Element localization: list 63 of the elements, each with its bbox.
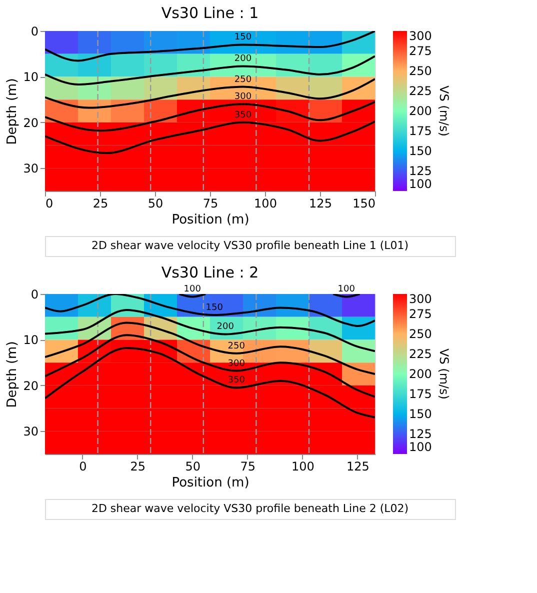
series-label: 150 — [206, 303, 224, 314]
y-tick-label: 20 — [23, 378, 38, 393]
line-series — [45, 55, 375, 86]
y-tick-label: 20 — [23, 116, 38, 130]
color-bar-label: 200 — [409, 104, 432, 118]
color-bar-label: 225 — [409, 84, 432, 98]
color-bar-label: 200 — [409, 367, 432, 381]
text: 2D shear wave velocity VS30 profile beneath Line 1 (L01) — [91, 239, 409, 252]
x-tick-label: 50 — [185, 460, 201, 474]
y-tick-label: 10 — [23, 70, 38, 84]
series-label: 200 — [234, 54, 252, 64]
color-bar-label: 275 — [409, 307, 432, 321]
color-bar-label: 175 — [409, 124, 432, 138]
color-bar-label: 100 — [409, 177, 432, 191]
color-bar-label: 275 — [409, 44, 432, 58]
line-series — [45, 100, 375, 132]
y-tick-label: 0 — [30, 288, 38, 302]
series-label: 350 — [234, 110, 252, 120]
y-axis-title: Depth (m) — [5, 78, 20, 145]
y-tick-label: 30 — [23, 424, 38, 439]
line-series — [45, 31, 375, 62]
color-bar-label: 300 — [409, 29, 432, 43]
color-bar-label: 125 — [409, 164, 432, 178]
series-label: 250 — [228, 341, 246, 352]
y-tick-label: 10 — [23, 333, 38, 348]
x-tick-label: 100 — [291, 460, 314, 474]
series-label: 150 — [234, 32, 252, 43]
x-tick-label: 0 — [46, 196, 54, 210]
x-tick-label: 75 — [240, 460, 256, 474]
color-bar-label: 125 — [409, 427, 432, 441]
x-tick-label: 150 — [352, 196, 376, 210]
chart-title: Vs30 Line : 2 — [161, 264, 259, 282]
color-bar-label: 300 — [409, 292, 432, 306]
color-bar-title: VS (m/s) — [437, 86, 451, 136]
series-label: 200 — [216, 322, 234, 332]
y-tick-label: 30 — [23, 162, 38, 176]
series-label: 250 — [234, 74, 252, 85]
color-bar-label: 250 — [409, 327, 432, 341]
x-tick-label: 75 — [202, 196, 218, 210]
y-tick-label: 0 — [30, 24, 38, 38]
color-bar-title: VS (m/s) — [437, 348, 451, 400]
text: 2D shear wave velocity VS30 profile beneath Line 2 (L02) — [91, 502, 409, 515]
color-bar-label: 150 — [409, 407, 432, 421]
series-label: 350 — [228, 376, 246, 386]
color-bar-label: 150 — [409, 144, 432, 158]
color-bar-label: 100 — [409, 440, 432, 454]
color-bar-label: 225 — [409, 347, 432, 361]
x-tick-label: 25 — [92, 196, 108, 210]
x-tick-label: 125 — [346, 460, 370, 474]
x-tick-label: 125 — [309, 196, 332, 210]
x-tick-label: 50 — [148, 196, 164, 210]
y-axis-title: Depth (m) — [5, 341, 20, 408]
x-tick-label: 100 — [254, 196, 277, 210]
color-bar-label: 175 — [409, 387, 432, 401]
series-label: 300 — [234, 92, 252, 102]
color-bar-label: 250 — [409, 64, 432, 78]
x-tick-label: 25 — [130, 460, 146, 474]
x-axis-title: Position (m) — [172, 476, 250, 490]
chart-title: Vs30 Line : 1 — [161, 4, 259, 22]
series-label: 100 — [184, 284, 202, 295]
x-axis-title: Position (m) — [172, 212, 250, 228]
series-label: 100 — [338, 284, 356, 295]
x-tick-label: 0 — [79, 460, 87, 474]
